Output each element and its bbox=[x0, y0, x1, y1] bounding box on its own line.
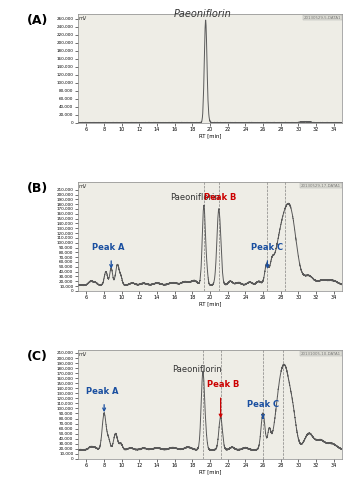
Text: 20130529-17-DATA1: 20130529-17-DATA1 bbox=[301, 184, 341, 187]
Text: mV: mV bbox=[79, 184, 87, 188]
Text: (B): (B) bbox=[27, 183, 49, 196]
Text: Paeoniflorin: Paeoniflorin bbox=[170, 193, 220, 202]
Text: mV: mV bbox=[79, 352, 87, 356]
Text: Peak B: Peak B bbox=[204, 193, 237, 202]
Text: Peak A: Peak A bbox=[86, 387, 119, 396]
Text: 20131005-10-DATA1: 20131005-10-DATA1 bbox=[301, 352, 341, 355]
X-axis label: RT [min]: RT [min] bbox=[199, 301, 221, 306]
Text: (C): (C) bbox=[27, 351, 48, 364]
Text: Peak C: Peak C bbox=[251, 243, 283, 252]
Text: mV: mV bbox=[79, 15, 87, 21]
Text: Peak B: Peak B bbox=[207, 380, 239, 389]
Text: (A): (A) bbox=[27, 14, 49, 28]
X-axis label: RT [min]: RT [min] bbox=[199, 469, 221, 474]
Text: Peak A: Peak A bbox=[92, 243, 125, 252]
Text: Paeoniflorin: Paeoniflorin bbox=[172, 365, 222, 374]
X-axis label: RT [min]: RT [min] bbox=[199, 133, 221, 139]
Text: Peak C: Peak C bbox=[247, 400, 279, 410]
Text: Paeoniflorin: Paeoniflorin bbox=[174, 9, 232, 19]
Text: 20130529-5-DATA1: 20130529-5-DATA1 bbox=[304, 15, 341, 20]
